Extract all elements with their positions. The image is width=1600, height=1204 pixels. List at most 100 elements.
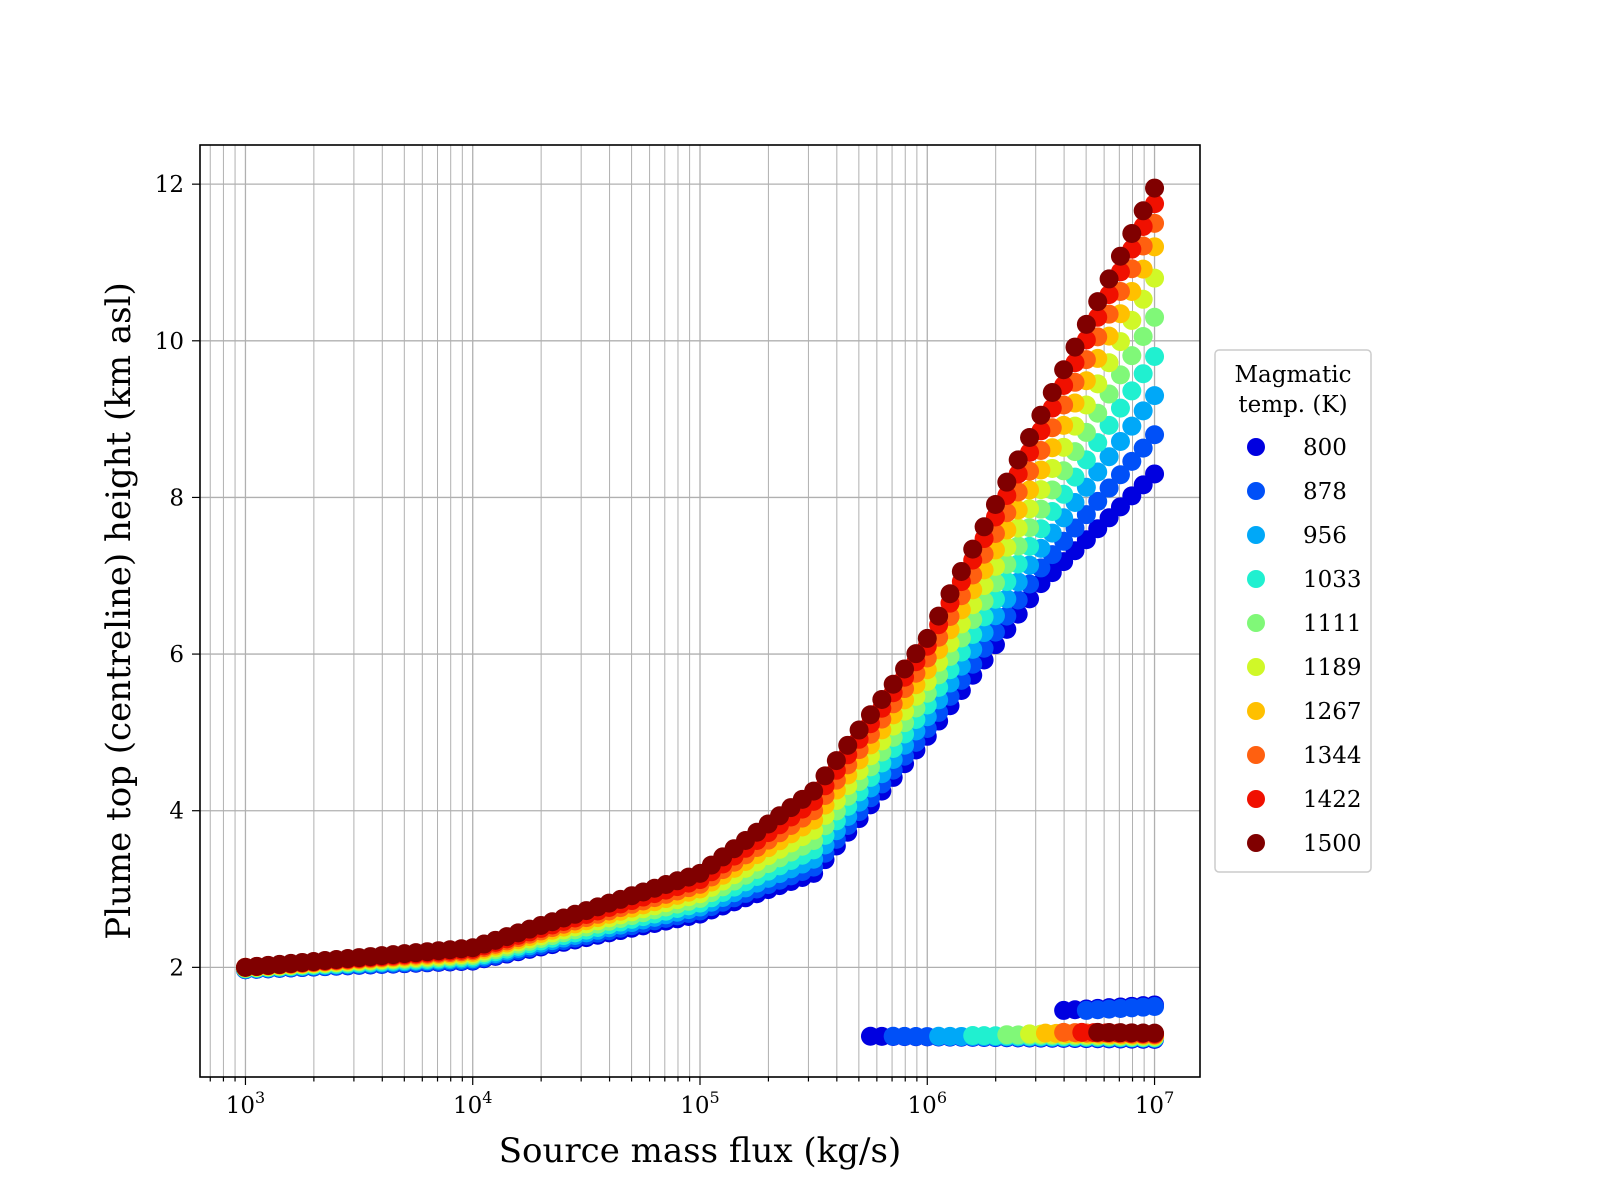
data-point bbox=[1031, 405, 1051, 425]
legend-label: 1500 bbox=[1303, 831, 1362, 857]
data-point bbox=[1145, 307, 1165, 327]
legend-box bbox=[1214, 349, 1372, 873]
x-tick-label: 104 bbox=[453, 1088, 492, 1119]
legend-entries: 800 878 956 1033 1111 1189 1267 1344 1422 1500 bbox=[1247, 435, 1362, 857]
legend-label: 1422 bbox=[1303, 787, 1362, 813]
data-point bbox=[1110, 431, 1130, 451]
data-point bbox=[1145, 1023, 1165, 1043]
y-tick-label: 4 bbox=[169, 799, 184, 825]
data-point bbox=[1133, 438, 1153, 458]
data-point bbox=[906, 644, 926, 664]
data-point bbox=[1145, 386, 1165, 406]
data-point bbox=[1145, 464, 1165, 484]
data-point bbox=[804, 781, 824, 801]
data-point bbox=[1110, 246, 1130, 266]
data-point bbox=[1145, 178, 1165, 198]
legend-label: 1033 bbox=[1303, 567, 1362, 593]
legend-marker bbox=[1247, 482, 1265, 500]
data-point bbox=[1042, 382, 1062, 402]
legend-marker bbox=[1247, 790, 1265, 808]
series-1500 bbox=[235, 178, 1165, 1043]
y-tick-label: 12 bbox=[155, 172, 184, 198]
data-point bbox=[1133, 401, 1153, 421]
y-tick-label: 2 bbox=[169, 955, 184, 981]
data-point bbox=[985, 494, 1005, 514]
data-point bbox=[974, 517, 994, 537]
data-point bbox=[1145, 346, 1165, 366]
legend-label: 878 bbox=[1303, 479, 1347, 505]
legend-marker bbox=[1247, 658, 1265, 676]
data-point bbox=[929, 606, 949, 626]
data-point bbox=[1088, 462, 1108, 482]
grid bbox=[200, 145, 1200, 1077]
legend-label: 1344 bbox=[1303, 743, 1362, 769]
data-point bbox=[1020, 428, 1040, 448]
data-point bbox=[1133, 364, 1153, 384]
legend-title-line2: temp. (K) bbox=[1238, 392, 1347, 418]
data-point bbox=[1008, 450, 1028, 470]
data-point bbox=[1076, 505, 1096, 525]
data-point bbox=[1122, 451, 1142, 471]
y-tick-label: 10 bbox=[155, 329, 184, 355]
data-point bbox=[1133, 326, 1153, 346]
y-axis-label: Plume top (centreline) height (km asl) bbox=[99, 282, 139, 940]
data-point bbox=[1110, 465, 1130, 485]
x-tick-label: 107 bbox=[1135, 1088, 1174, 1119]
data-point bbox=[1133, 201, 1153, 221]
legend-label: 800 bbox=[1303, 435, 1347, 461]
x-tick-label: 106 bbox=[908, 1088, 947, 1119]
data-point bbox=[917, 628, 937, 648]
legend-label: 1189 bbox=[1303, 655, 1362, 681]
data-point bbox=[951, 561, 971, 581]
data-point bbox=[1122, 416, 1142, 436]
data-point bbox=[1099, 269, 1119, 289]
legend-marker bbox=[1247, 746, 1265, 764]
data-point bbox=[1099, 478, 1119, 498]
x-axis-label: Source mass flux (kg/s) bbox=[499, 1131, 901, 1171]
x-tick-label: 105 bbox=[680, 1088, 719, 1119]
legend: Magmatic temp. (K) 800 878 956 1033 1111 1189… bbox=[1214, 349, 1372, 873]
legend-marker bbox=[1247, 526, 1265, 544]
data-point bbox=[963, 539, 983, 559]
data-point bbox=[1088, 292, 1108, 312]
data-point bbox=[1065, 337, 1085, 357]
data-point bbox=[1088, 491, 1108, 511]
legend-marker bbox=[1247, 570, 1265, 588]
data-point bbox=[860, 705, 880, 725]
data-point bbox=[1110, 398, 1130, 418]
data-point bbox=[1122, 346, 1142, 366]
data-point bbox=[1145, 997, 1165, 1017]
data-point bbox=[1122, 224, 1142, 244]
data-point bbox=[826, 751, 846, 771]
data-point bbox=[895, 659, 915, 679]
data-point bbox=[997, 472, 1017, 492]
legend-marker bbox=[1247, 614, 1265, 632]
data-point bbox=[1110, 365, 1130, 385]
data-point bbox=[1099, 415, 1119, 435]
data-point bbox=[1054, 360, 1074, 380]
data-point bbox=[1145, 425, 1165, 445]
legend-marker bbox=[1247, 438, 1265, 456]
data-point bbox=[872, 690, 892, 710]
y-tick-label: 6 bbox=[169, 642, 184, 668]
data-point bbox=[1076, 314, 1096, 334]
legend-marker bbox=[1247, 834, 1265, 852]
data-point bbox=[1122, 381, 1142, 401]
x-tick-label: 103 bbox=[226, 1088, 265, 1119]
data-point bbox=[838, 735, 858, 755]
legend-marker bbox=[1247, 702, 1265, 720]
data-point bbox=[1099, 447, 1119, 467]
data-point bbox=[883, 674, 903, 694]
legend-label: 1111 bbox=[1303, 611, 1362, 637]
axis-ticks: 2 4 6 8 10 12 103 104 105 106 107 bbox=[155, 172, 1175, 1119]
data-point bbox=[940, 584, 960, 604]
y-tick-label: 8 bbox=[169, 485, 184, 511]
legend-label: 956 bbox=[1303, 523, 1347, 549]
data-points bbox=[235, 178, 1165, 1049]
legend-label: 1267 bbox=[1303, 699, 1362, 725]
data-point bbox=[815, 766, 835, 786]
data-point bbox=[849, 720, 869, 740]
legend-title-line1: Magmatic bbox=[1235, 362, 1352, 388]
